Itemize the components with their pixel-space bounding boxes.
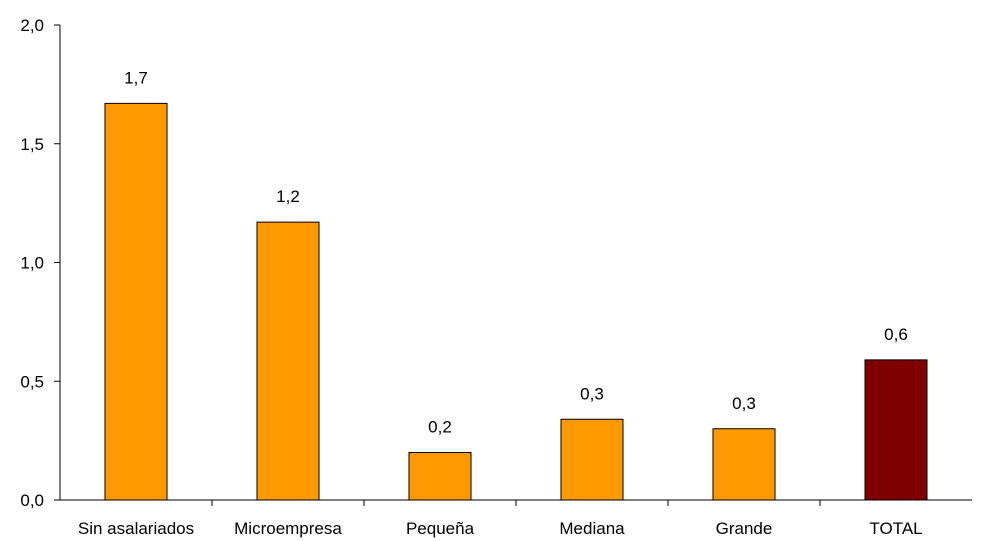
bar xyxy=(104,102,168,501)
y-tick-label: 0,5 xyxy=(20,372,44,391)
bar xyxy=(256,221,320,501)
data-label: 0,6 xyxy=(884,325,908,344)
category-label: Pequeña xyxy=(406,519,475,538)
y-tick-label: 1,5 xyxy=(20,135,44,154)
y-tick-label: 0,0 xyxy=(20,491,44,510)
bar xyxy=(408,452,472,501)
y-tick-label: 2,0 xyxy=(20,16,44,35)
labels: 0,0 0,5 1,0 1,5 2,0 1,7 Sin asalariados 1,2 Micr… xyxy=(20,16,922,538)
bar xyxy=(864,359,928,501)
bar xyxy=(712,428,776,501)
data-label: 0,2 xyxy=(428,418,452,437)
bars xyxy=(104,102,928,501)
data-label: 0,3 xyxy=(732,394,756,413)
data-label: 0,3 xyxy=(580,384,604,403)
bar xyxy=(560,418,624,501)
axes xyxy=(54,24,972,506)
y-tick-label: 1,0 xyxy=(20,254,44,273)
category-label: Grande xyxy=(716,519,773,538)
category-label: Microempresa xyxy=(234,519,342,538)
data-label: 1,7 xyxy=(124,68,148,87)
category-label: TOTAL xyxy=(869,519,922,538)
category-label: Mediana xyxy=(559,519,625,538)
data-label: 1,2 xyxy=(276,187,300,206)
category-label: Sin asalariados xyxy=(78,519,194,538)
